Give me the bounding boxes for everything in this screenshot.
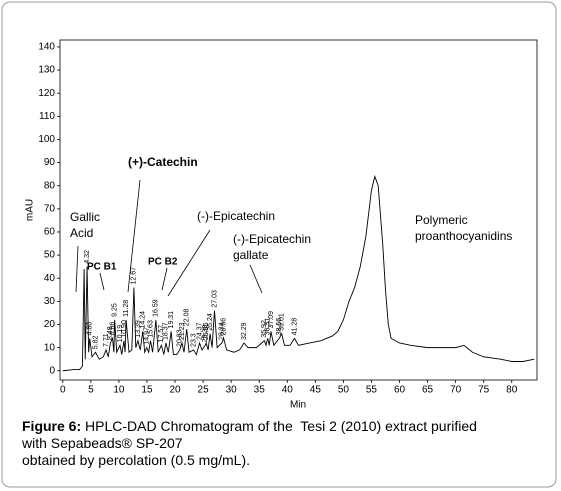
peak-label: 37.09 xyxy=(268,311,275,329)
peak-label: 35.92 xyxy=(261,320,268,338)
peak-label: 25.55 xyxy=(203,322,210,340)
x-tick-label: 45 xyxy=(310,385,322,396)
y-tick-label: 40 xyxy=(44,273,56,284)
peak-label: 10.90 xyxy=(121,320,128,338)
peak-label: 24.37 xyxy=(196,322,203,340)
annotation-leader xyxy=(161,267,168,291)
peak-label: 21.23 xyxy=(179,322,186,340)
peak-label: 22.08 xyxy=(184,308,191,326)
x-tick-label: 35 xyxy=(254,385,266,396)
peak-label: 4.80 xyxy=(87,322,94,336)
x-tick-label: 30 xyxy=(226,385,238,396)
peak-label: 16.59 xyxy=(153,299,160,317)
x-tick-label: 5 xyxy=(88,385,94,396)
x-tick-label: 60 xyxy=(394,385,406,396)
y-tick-label: 110 xyxy=(39,111,55,122)
annotation: Acid xyxy=(70,226,93,240)
peak-label: 20.83 xyxy=(177,329,184,347)
peak-label: 11.28 xyxy=(123,300,130,317)
peak-label: 28.66 xyxy=(220,318,227,336)
peak-label: 12.67 xyxy=(131,267,138,285)
x-tick-label: 80 xyxy=(506,385,518,396)
y-tick-label: 130 xyxy=(38,65,55,76)
caption-label: Figure 6: xyxy=(22,418,82,434)
x-tick-label: 15 xyxy=(141,385,153,396)
y-tick-label: 120 xyxy=(38,88,55,99)
peak-label: 14.24 xyxy=(140,311,147,329)
peak-label: 28.34 xyxy=(219,322,226,340)
y-tick-label: 30 xyxy=(44,296,56,307)
caption-line: with Sepabeads® SP-207 xyxy=(22,435,183,451)
peak-label: 8.86 xyxy=(109,322,116,336)
peak-label: 17.57 xyxy=(158,325,165,343)
y-tick-label: 100 xyxy=(38,134,55,145)
annotation-leader xyxy=(99,272,105,291)
annotation: Polymeric xyxy=(415,213,468,227)
annotation: PC B2 xyxy=(148,257,178,268)
x-tick-label: 55 xyxy=(366,385,378,396)
peak-label: 36.51 xyxy=(265,318,272,336)
annotation: PC B1 xyxy=(87,262,117,273)
annotation: (+)-Catechin xyxy=(128,155,198,169)
annotation-leader xyxy=(249,264,263,294)
peak-label: 32.29 xyxy=(241,322,248,340)
peak-label: 39.01 xyxy=(279,313,286,331)
y-tick-label: 90 xyxy=(44,157,56,168)
x-tick-label: 10 xyxy=(113,385,125,396)
peak-label: 26.24 xyxy=(207,313,214,331)
peak-label: 9.25 xyxy=(112,303,119,317)
caption-line: obtained by percolation (0.5 mg/mL). xyxy=(22,452,251,468)
peak-label: 5.82 xyxy=(92,336,99,350)
peak-label: 19.31 xyxy=(168,311,175,329)
y-tick-label: 20 xyxy=(44,319,56,330)
x-tick-label: 40 xyxy=(282,385,294,396)
y-tick-label: 70 xyxy=(44,203,56,214)
plot-frame xyxy=(59,39,538,381)
x-tick-label: 75 xyxy=(478,385,490,396)
peak-label: 41.28 xyxy=(291,318,298,336)
y-tick-label: 50 xyxy=(44,250,56,261)
peak-label: 7.71 xyxy=(103,333,110,347)
x-tick-label: 65 xyxy=(422,385,434,396)
x-tick-label: 25 xyxy=(198,385,210,396)
y-axis-label: mAU xyxy=(25,199,36,221)
y-tick-label: 140 xyxy=(38,42,55,53)
peak-label: 27.03 xyxy=(211,290,218,308)
x-tick-label: 70 xyxy=(450,385,462,396)
y-tick-label: 0 xyxy=(49,365,55,376)
y-tick-label: 60 xyxy=(44,227,56,238)
caption-line: HPLC-DAD Chromatogram of the Tesi 2 (201… xyxy=(81,418,477,434)
peak-label: 10.19 xyxy=(117,325,124,343)
peak-label: 13.39 xyxy=(135,320,142,338)
peak-label: 14.97 xyxy=(144,327,151,345)
x-tick-label: 20 xyxy=(169,385,181,396)
peak-label: 18.37 xyxy=(163,322,170,340)
y-tick-label: 10 xyxy=(44,342,56,353)
x-tick-label: 0 xyxy=(60,385,66,396)
chromatogram-line xyxy=(62,174,535,372)
annotation: (-)-Epicatechin xyxy=(233,232,311,246)
peak-label: 8.48 xyxy=(107,326,114,340)
annotation-leader xyxy=(75,245,79,293)
peak-label: 25.38 xyxy=(202,325,209,343)
annotation: Gallic xyxy=(70,210,100,224)
peak-label: 38.56 xyxy=(276,318,283,336)
caption: Figure 6: HPLC-DAD Chromatogram of the T… xyxy=(22,418,547,469)
peak-label: 23.3 xyxy=(190,333,197,347)
annotation: (-)-Epicatechin xyxy=(197,209,275,223)
y-tick-label: 80 xyxy=(44,180,56,191)
annotation-leader xyxy=(167,229,211,297)
peak-label: 15.63 xyxy=(147,320,154,338)
x-tick-label: 50 xyxy=(338,385,350,396)
annotation: gallate xyxy=(233,248,269,262)
x-axis-label: Min xyxy=(290,400,306,411)
annotation: proanthocyanidins xyxy=(415,229,512,243)
annotation-leader xyxy=(127,179,141,293)
peak-label: 4.32 xyxy=(84,250,91,264)
